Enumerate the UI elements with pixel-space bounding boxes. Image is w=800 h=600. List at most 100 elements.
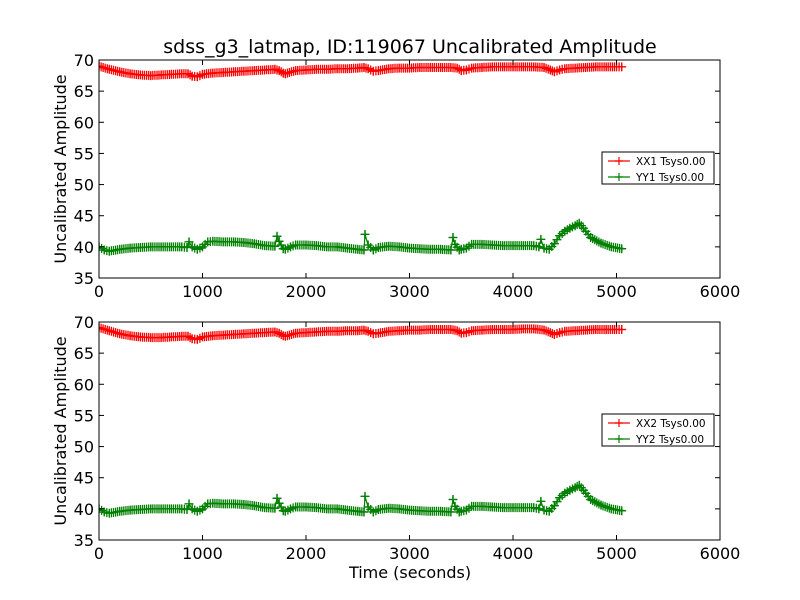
data-point	[536, 497, 545, 506]
data-point	[555, 328, 564, 337]
data-point	[100, 245, 109, 254]
data-point	[498, 62, 507, 71]
data-point	[275, 66, 284, 75]
data-point	[488, 502, 497, 511]
data-point	[275, 237, 284, 246]
data-point	[281, 332, 290, 341]
data-point	[208, 69, 217, 78]
data-point	[405, 506, 414, 515]
data-point	[560, 64, 569, 73]
data-point	[550, 67, 559, 76]
data-point	[312, 65, 321, 74]
data-point	[250, 501, 259, 510]
series-XX1 Tsys0.00	[99, 61, 627, 82]
data-point	[384, 242, 393, 251]
legend-label: YY1 Tsys0.00	[635, 172, 704, 184]
data-point	[384, 327, 393, 336]
data-point	[250, 66, 259, 75]
data-point	[333, 327, 342, 336]
data-point	[270, 65, 279, 74]
data-point	[426, 507, 435, 516]
data-point	[415, 506, 424, 515]
y-axis-label: Uncalibrated Amplitude	[51, 336, 70, 525]
data-point	[374, 329, 383, 338]
x-tick-label: 3000	[389, 282, 430, 301]
data-point	[581, 63, 590, 72]
data-point	[571, 326, 580, 335]
data-point	[529, 503, 538, 512]
x-tick-label: 1000	[182, 544, 223, 563]
data-point	[451, 502, 460, 511]
data-point	[322, 327, 331, 336]
data-point	[555, 231, 564, 240]
data-point	[498, 241, 507, 250]
data-point	[157, 70, 166, 79]
data-point	[374, 243, 383, 252]
data-point	[291, 66, 300, 75]
data-point	[596, 239, 605, 248]
data-point	[426, 63, 435, 72]
data-point	[426, 245, 435, 254]
data-point	[602, 325, 611, 334]
data-point	[591, 62, 600, 71]
data-point	[426, 325, 435, 334]
data-point	[115, 67, 124, 76]
x-tick-label: 2000	[286, 544, 327, 563]
data-point	[99, 62, 103, 71]
data-point	[105, 247, 114, 256]
data-point	[302, 240, 310, 249]
data-point	[571, 64, 580, 73]
data-point	[281, 507, 290, 516]
series-XX2 Tsys0.00	[99, 323, 627, 344]
x-tick-label: 6000	[700, 544, 741, 563]
data-point	[275, 329, 284, 338]
data-point	[322, 65, 331, 74]
data-point	[219, 499, 228, 508]
data-point	[540, 506, 549, 515]
data-point	[579, 486, 588, 495]
data-point	[395, 504, 404, 513]
data-point	[575, 219, 584, 228]
data-point	[136, 70, 145, 79]
data-point	[534, 242, 543, 251]
x-axis-label: Time (seconds)	[348, 563, 471, 582]
data-point	[275, 499, 284, 508]
data-point	[343, 506, 352, 515]
data-point	[436, 507, 445, 516]
data-point	[185, 237, 194, 246]
data-point	[519, 324, 528, 333]
data-point	[302, 65, 310, 74]
data-point	[359, 63, 368, 72]
data-point	[498, 325, 507, 334]
data-point	[607, 242, 616, 251]
x-tick-label: 6000	[700, 282, 741, 301]
data-point	[99, 323, 103, 332]
data-point	[270, 504, 279, 513]
legend-marker	[615, 173, 623, 181]
x-tick-label: 4000	[493, 282, 534, 301]
data-point	[448, 233, 457, 242]
data-point	[184, 69, 193, 78]
data-point	[384, 504, 393, 513]
data-point	[467, 502, 476, 511]
legend-label: XX2 Tsys0.00	[636, 418, 706, 430]
data-point	[286, 242, 295, 251]
data-point	[229, 67, 238, 76]
data-point	[405, 244, 414, 253]
series-YY1 Tsys0.00	[99, 218, 627, 256]
data-point	[405, 326, 414, 335]
data-point	[591, 325, 600, 334]
data-point	[229, 237, 238, 246]
data-point	[395, 242, 404, 251]
data-point	[519, 503, 528, 512]
legend-label: YY2 Tsys0.00	[635, 434, 704, 446]
data-point	[136, 243, 145, 252]
data-point	[291, 502, 300, 511]
data-point	[239, 67, 248, 76]
y-tick-label: 45	[74, 207, 94, 226]
legend: XX1 Tsys0.00 YY1 Tsys0.00	[601, 151, 715, 185]
data-point	[208, 237, 217, 246]
y-tick-label: 60	[74, 375, 94, 394]
data-point	[360, 492, 369, 501]
